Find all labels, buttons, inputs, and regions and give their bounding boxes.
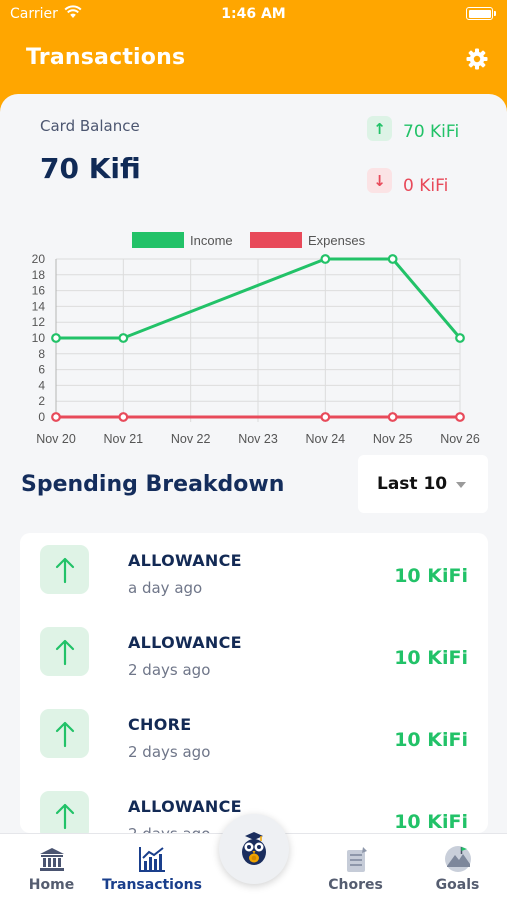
x-tick-label: Nov 24 — [306, 432, 346, 446]
owl-mascot-button[interactable] — [219, 814, 289, 884]
data-point-expenses — [118, 412, 129, 422]
y-tick-label: 14 — [32, 299, 46, 313]
transaction-row[interactable]: ALLOWANCE 2 days ago 10 KiFi — [20, 615, 488, 697]
transaction-row[interactable]: ALLOWANCE 2 days ago 10 KiFi — [20, 779, 488, 833]
transaction-title: ALLOWANCE — [128, 633, 242, 652]
income-arrow-up-icon — [40, 709, 89, 758]
expense-total: 0 KiFi — [403, 176, 449, 196]
status-bar: Carrier 1:46 AM — [0, 0, 507, 30]
tab-transactions-label: Transactions — [102, 877, 202, 893]
income-arrow-up-icon — [40, 627, 89, 676]
data-point-income — [51, 333, 61, 343]
data-point-income — [455, 333, 465, 343]
tab-goals-label: Goals — [435, 877, 480, 893]
legend-label: Income — [190, 233, 233, 248]
card-balance-amount: 70 Kifi — [40, 152, 141, 185]
transaction-amount: 10 KiFi — [394, 811, 468, 833]
tab-transactions[interactable]: Transactions — [102, 834, 202, 900]
data-point-expenses — [51, 412, 61, 422]
x-tick-label: Nov 23 — [238, 432, 278, 446]
transaction-time: 2 days ago — [128, 825, 210, 833]
card-balance-label: Card Balance — [40, 117, 140, 135]
clipboard-list-icon — [346, 847, 367, 872]
income-arrow-icon: ↑ — [367, 116, 392, 141]
legend-swatch — [250, 232, 302, 248]
y-tick-label: 20 — [32, 252, 46, 266]
transaction-row[interactable]: ALLOWANCE a day ago 10 KiFi — [20, 533, 488, 615]
page-title: Transactions — [26, 45, 186, 70]
y-tick-label: 4 — [38, 378, 45, 392]
data-point-expenses — [320, 412, 331, 422]
transaction-time: 2 days ago — [128, 743, 211, 761]
transaction-amount: 10 KiFi — [394, 565, 468, 587]
y-tick-label: 8 — [38, 347, 45, 361]
x-tick-label: Nov 22 — [171, 432, 211, 446]
settings-gear-icon[interactable] — [465, 47, 489, 71]
carrier-label: Carrier — [10, 6, 58, 22]
transaction-time: 2 days ago — [128, 661, 211, 679]
period-filter-dropdown[interactable]: Last 10 — [358, 455, 488, 513]
legend-label: Expenses — [308, 233, 366, 248]
y-tick-label: 18 — [32, 268, 46, 282]
tab-home[interactable]: Home — [14, 834, 89, 900]
tab-home-label: Home — [28, 877, 75, 893]
period-filter-value: Last 10 — [377, 474, 448, 494]
wifi-icon — [64, 5, 82, 18]
transaction-title: CHORE — [128, 715, 192, 734]
y-tick-label: 6 — [38, 363, 45, 377]
tab-chores[interactable]: Chores — [318, 834, 393, 900]
transaction-time: a day ago — [128, 579, 203, 597]
transaction-list: ALLOWANCE a day ago 10 KiFi ALLOWANCE 2 days… — [20, 533, 488, 833]
x-tick-label: Nov 21 — [104, 432, 144, 446]
x-tick-label: Nov 25 — [373, 432, 413, 446]
income-total: 70 KiFi — [403, 122, 460, 142]
income-arrow-up-icon — [40, 791, 89, 833]
transaction-title: ALLOWANCE — [128, 551, 242, 570]
battery-icon — [466, 7, 496, 20]
income-arrow-up-icon — [40, 545, 89, 594]
y-tick-label: 12 — [32, 315, 46, 329]
data-point-expenses — [455, 412, 465, 422]
transaction-amount: 10 KiFi — [394, 729, 468, 751]
y-tick-label: 16 — [32, 284, 46, 298]
data-point-income — [320, 254, 331, 264]
legend-swatch — [132, 232, 184, 248]
transaction-row[interactable]: CHORE 2 days ago 10 KiFi — [20, 697, 488, 779]
tab-chores-label: Chores — [328, 877, 383, 893]
tab-goals[interactable]: Goals — [420, 834, 495, 900]
status-time: 1:46 AM — [221, 6, 286, 22]
spending-breakdown-title: Spending Breakdown — [21, 472, 285, 497]
bar-chart-icon — [139, 847, 165, 872]
mountain-goal-icon — [444, 846, 471, 872]
y-tick-label: 10 — [32, 331, 46, 345]
transaction-title: ALLOWANCE — [128, 797, 242, 816]
transaction-amount: 10 KiFi — [394, 647, 468, 669]
y-tick-label: 2 — [38, 394, 45, 408]
expense-arrow-icon: ↓ — [367, 168, 392, 193]
x-tick-label: Nov 20 — [36, 432, 76, 446]
caret-down-icon — [456, 481, 467, 488]
y-tick-label: 0 — [38, 410, 45, 424]
data-point-income — [118, 333, 129, 343]
owl-mascot-icon — [242, 832, 266, 865]
data-point-expenses — [387, 412, 398, 422]
bank-icon — [39, 848, 64, 871]
x-tick-label: Nov 26 — [440, 432, 480, 446]
data-point-income — [387, 254, 398, 264]
